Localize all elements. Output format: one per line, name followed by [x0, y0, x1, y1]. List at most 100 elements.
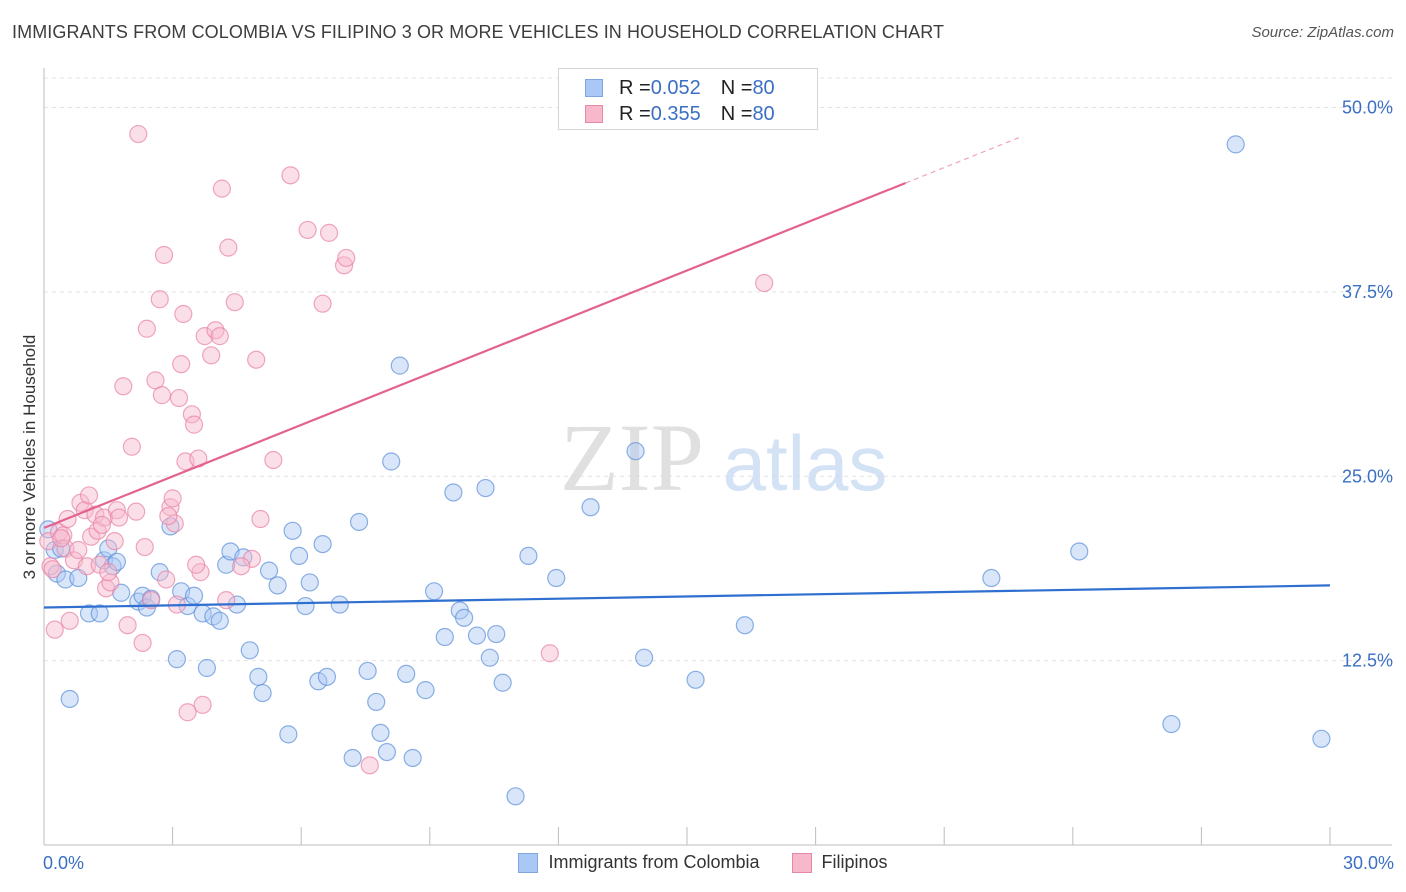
- point-colombia: [249, 667, 268, 686]
- point-colombia: [371, 723, 390, 743]
- stats-r-value: 0.052: [650, 76, 701, 99]
- point-colombia: [377, 742, 397, 762]
- legend-item-filipinos[interactable]: Filipinos: [791, 852, 888, 873]
- point-filipinos: [92, 515, 111, 535]
- point-colombia: [435, 627, 454, 647]
- point-colombia: [476, 478, 495, 498]
- legend-swatch-colombia: [518, 852, 539, 873]
- point-colombia: [259, 561, 279, 580]
- x-tick-min: 0.0%: [43, 853, 85, 873]
- point-filipinos: [217, 591, 236, 610]
- point-colombia: [349, 512, 369, 532]
- point-colombia: [1312, 729, 1331, 748]
- point-colombia: [313, 534, 332, 554]
- point-colombia: [982, 568, 1001, 588]
- point-filipinos: [52, 529, 71, 548]
- point-filipinos: [118, 616, 137, 635]
- point-colombia: [60, 689, 79, 709]
- point-filipinos: [178, 703, 197, 722]
- y-tick-label: 50.0%: [1342, 98, 1393, 118]
- stats-r-label: R =: [619, 76, 651, 99]
- point-colombia: [358, 661, 377, 681]
- point-filipinos: [43, 560, 62, 579]
- chart-title: IMMIGRANTS FROM COLOMBIA VS FILIPINO 3 O…: [12, 22, 945, 42]
- point-filipinos: [105, 532, 124, 551]
- point-colombia: [1162, 714, 1181, 734]
- point-colombia: [150, 563, 169, 582]
- point-colombia: [167, 650, 186, 669]
- point-colombia: [480, 648, 499, 667]
- point-filipinos: [242, 549, 262, 568]
- point-filipinos: [251, 509, 270, 529]
- stats-r-value: 0.355: [650, 102, 701, 125]
- point-filipinos: [99, 563, 118, 582]
- point-filipinos: [247, 350, 266, 369]
- point-filipinos: [69, 540, 88, 560]
- point-colombia: [397, 664, 416, 684]
- point-colombia: [416, 681, 435, 700]
- point-colombia: [330, 595, 349, 614]
- point-filipinos: [165, 514, 184, 533]
- point-filipinos: [193, 695, 212, 714]
- point-colombia: [367, 692, 386, 712]
- point-filipinos: [129, 124, 148, 144]
- point-colombia: [289, 546, 309, 566]
- x-tick-max: 30.0%: [1342, 853, 1394, 873]
- point-filipinos: [127, 502, 146, 521]
- point-filipinos: [755, 273, 774, 293]
- point-colombia: [283, 521, 302, 540]
- point-colombia: [300, 573, 319, 592]
- stats-r-label: R =: [619, 102, 651, 125]
- data-points: [39, 124, 1331, 806]
- point-colombia: [240, 641, 259, 660]
- legend-label-filipinos: Filipinos: [821, 852, 888, 872]
- legend-item-colombia[interactable]: Immigrants from Colombia: [518, 852, 760, 873]
- point-filipinos: [212, 179, 231, 198]
- point-colombia: [343, 748, 362, 768]
- stats-box: R = 0.052 N = 80 R = 0.355 N = 80: [558, 68, 818, 130]
- point-filipinos: [163, 489, 182, 508]
- point-colombia: [547, 568, 566, 588]
- point-filipinos: [210, 327, 229, 346]
- stats-n-value: 80: [752, 76, 775, 99]
- point-filipinos: [174, 304, 193, 324]
- point-filipinos: [79, 486, 99, 505]
- point-filipinos: [133, 633, 152, 653]
- stats-swatch-filipinos: [585, 105, 603, 123]
- point-filipinos: [337, 248, 356, 268]
- point-colombia: [253, 683, 272, 703]
- legend-swatch-filipinos: [791, 852, 812, 873]
- point-filipinos: [298, 220, 317, 240]
- point-colombia: [296, 596, 315, 616]
- point-filipinos: [313, 294, 332, 313]
- point-filipinos: [154, 245, 174, 265]
- y-tick-labels: 12.5% 25.0% 37.5% 50.0%: [1342, 98, 1393, 671]
- point-colombia: [635, 648, 654, 667]
- legend: Immigrants from Colombia Filipinos: [0, 852, 1406, 873]
- stats-n-value: 80: [752, 102, 775, 125]
- point-filipinos: [319, 223, 339, 242]
- point-filipinos: [334, 256, 354, 275]
- y-tick-label: 25.0%: [1342, 466, 1393, 486]
- watermark-zip: ZIP: [560, 404, 704, 511]
- point-colombia: [184, 586, 204, 605]
- point-colombia: [506, 787, 525, 806]
- point-colombia: [90, 604, 109, 623]
- point-colombia: [424, 582, 444, 601]
- point-filipinos: [195, 327, 214, 346]
- point-colombia: [467, 626, 487, 645]
- point-colombia: [626, 442, 645, 461]
- trend-line-filipinos: [43, 181, 907, 529]
- point-colombia: [382, 452, 401, 471]
- point-filipinos: [540, 644, 559, 663]
- legend-label-colombia: Immigrants from Colombia: [548, 852, 760, 872]
- point-filipinos: [264, 450, 283, 470]
- point-colombia: [1070, 542, 1089, 561]
- point-filipinos: [157, 570, 176, 589]
- point-filipinos: [202, 346, 221, 365]
- point-filipinos: [150, 290, 169, 309]
- point-colombia: [317, 667, 337, 686]
- point-filipinos: [281, 166, 300, 185]
- trend-line-colombia: [43, 584, 1331, 609]
